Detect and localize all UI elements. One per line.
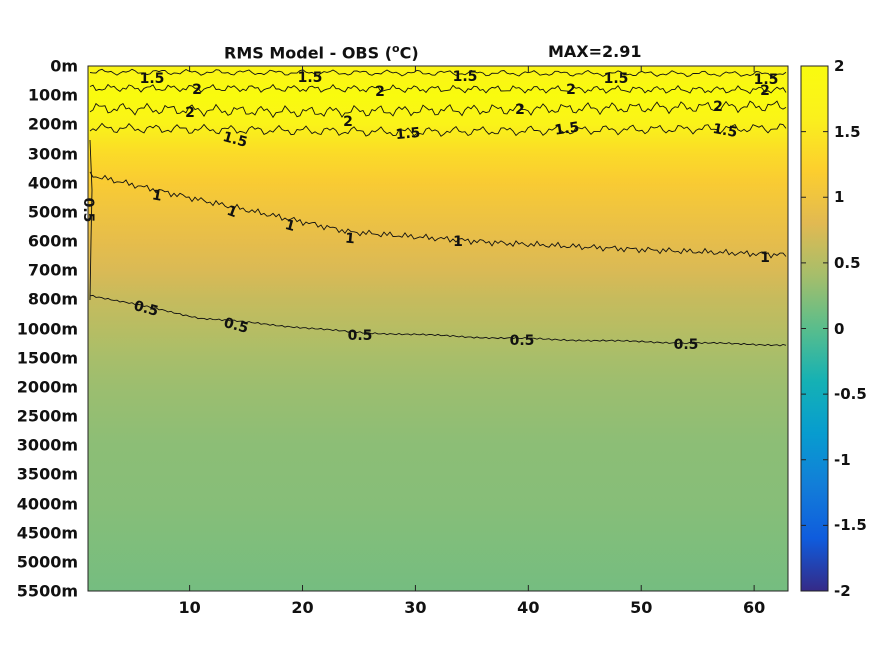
contour-2-lower <box>89 100 787 119</box>
colorbar-tick-label: -2 <box>834 582 851 600</box>
contour-label: 1 <box>151 187 163 204</box>
contour-left-edge <box>89 139 93 301</box>
contour-1-5-top <box>89 68 787 78</box>
colorbar-tick-label: 2 <box>834 57 845 75</box>
x-tick-label: 10 <box>178 598 201 617</box>
y-tick-label: 2000m <box>16 377 78 397</box>
contour-label: 0.5 <box>132 298 160 320</box>
contour-label: 1.5 <box>754 72 779 88</box>
title-text-right: C) <box>399 43 419 63</box>
y-tick-label: 100m <box>27 85 78 105</box>
x-tick-label: 20 <box>291 598 314 617</box>
contour-label: 2 <box>760 83 770 99</box>
contour-label: 2 <box>343 114 353 130</box>
contour-label: 2 <box>192 82 202 98</box>
contour-label: 1 <box>760 250 770 266</box>
x-tick-label: 30 <box>404 598 427 617</box>
heatmap-field <box>88 66 788 591</box>
y-tick-label: 1000m <box>16 319 78 338</box>
contour-label: 1.5 <box>221 129 249 151</box>
max-label: MAX=2.91 <box>548 42 642 61</box>
y-tick-label: 3500m <box>16 464 78 484</box>
contour-label: 1.5 <box>140 71 165 87</box>
colorbar-tick-label: 0.5 <box>834 253 861 272</box>
y-tick-label: 5500m <box>16 581 78 601</box>
contour-label: 1.5 <box>298 70 323 86</box>
contour-label: 0.5 <box>222 315 250 337</box>
y-tick-label: 5000m <box>16 552 78 572</box>
y-tick-label: 600m <box>27 231 78 251</box>
plot-frame <box>87 65 789 592</box>
y-tick-label: 0m <box>50 56 78 76</box>
x-tick-label: 40 <box>517 598 540 617</box>
contour-label: 1.5 <box>554 119 581 138</box>
x-tick-label: 60 <box>742 598 766 617</box>
contour-label: 1 <box>344 231 355 248</box>
y-tick-label: 500m <box>27 202 78 222</box>
chart-title: RMS Model - OBS (oC) <box>224 42 419 62</box>
contour-label: 1.5 <box>395 125 421 143</box>
contour-label: 0.5 <box>348 328 373 344</box>
colorbar-tick-label: 0 <box>834 319 845 338</box>
contour-label: 1 <box>453 234 463 250</box>
contour-label: 2 <box>515 102 525 118</box>
contour-label: 2 <box>566 82 576 98</box>
y-tick-label: 300m <box>27 144 78 163</box>
contour-1-5-lower <box>89 122 787 137</box>
x-tick-layer <box>189 66 755 591</box>
title-text-left: RMS Model - OBS ( <box>224 43 393 63</box>
colorbar-tick-label: 1.5 <box>834 122 861 141</box>
title-degree-sup: o <box>392 42 400 55</box>
y-tick-label: 2500m <box>16 406 78 426</box>
y-tick-label: 400m <box>27 173 78 193</box>
y-tick-label: 700m <box>27 260 78 280</box>
colorbar-tick-label: -1 <box>834 450 851 469</box>
contour-label: 1.5 <box>604 71 629 87</box>
x-tick-label: 50 <box>630 598 653 617</box>
colorbar-tick-label: 1 <box>834 188 845 207</box>
colorbar-tick-label: -1.5 <box>834 516 867 535</box>
contour-label: 1 <box>283 217 297 235</box>
contour-label: 1.5 <box>453 69 478 85</box>
contour-1 <box>89 171 787 259</box>
y-tick-label: 1500m <box>16 348 78 368</box>
colorbar-tick-layer <box>801 65 828 592</box>
contour-label: 1.5 <box>711 121 738 141</box>
contour-label: 0.5 <box>510 333 535 349</box>
contour-label: 2 <box>185 105 195 121</box>
contour-0-5 <box>89 294 787 347</box>
contour-label: 2 <box>375 84 385 100</box>
contour-label: 0.5 <box>674 337 699 353</box>
y-tick-label: 3000m <box>16 435 78 455</box>
y-tick-label: 4000m <box>16 494 78 513</box>
contour-label: 2 <box>713 99 723 115</box>
y-tick-label: 800m <box>27 289 78 309</box>
contour-2-upper <box>89 83 787 95</box>
colorbar-tick-label: -0.5 <box>834 385 867 404</box>
y-tick-label: 4500m <box>16 523 78 543</box>
y-tick-label: 200m <box>27 114 78 134</box>
